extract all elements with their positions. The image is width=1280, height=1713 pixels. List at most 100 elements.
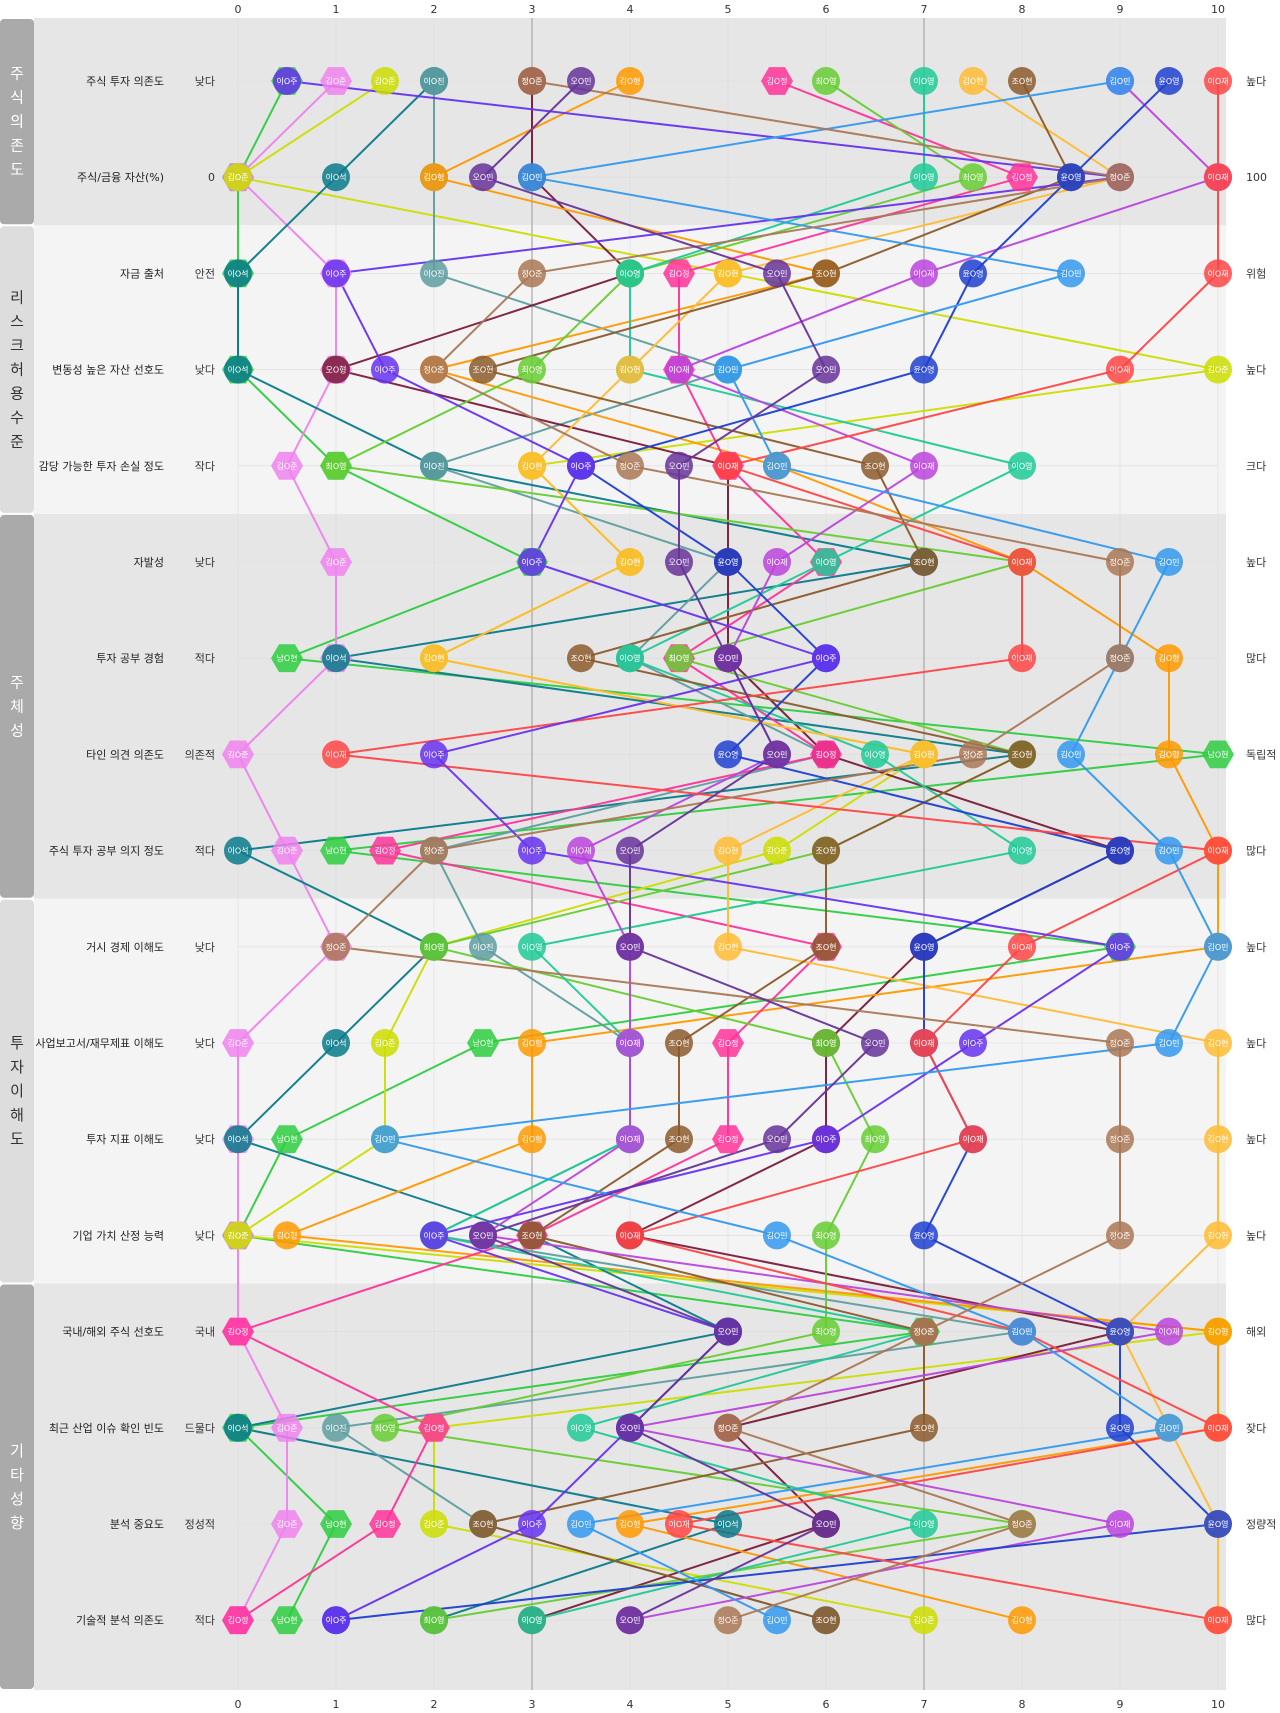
data-point-label: 이O재 — [766, 557, 787, 567]
data-point: 조O현 — [812, 836, 840, 865]
data-point: 이O영 — [616, 259, 644, 288]
data-point-label: 김O준 — [1207, 365, 1228, 375]
data-point-marker — [322, 644, 350, 673]
data-point-label: 김O현 — [521, 461, 542, 471]
data-point: 이O주 — [273, 67, 301, 95]
data-point: 이O석 — [322, 163, 350, 192]
data-point-marker — [910, 259, 938, 288]
data-point-marker — [959, 259, 987, 288]
data-point-marker — [518, 1221, 546, 1250]
data-point-marker — [663, 259, 695, 288]
data-point: 윤O영 — [1155, 67, 1183, 95]
data-point-label: 이O석 — [227, 268, 248, 278]
data-point-label: 이O영 — [913, 1519, 934, 1529]
data-point: 김O준 — [271, 451, 303, 480]
data-point-marker — [861, 1125, 889, 1154]
data-point: 윤O영 — [714, 548, 742, 576]
data-point-marker — [322, 1029, 350, 1057]
data-point: 김O현 — [616, 355, 644, 384]
data-point-label: 이O영 — [619, 653, 640, 663]
data-point: 이O재 — [616, 1029, 644, 1057]
data-point-marker — [1106, 932, 1134, 961]
data-point-label: 김O현 — [1207, 1134, 1228, 1144]
data-point-marker — [224, 259, 252, 288]
data-point-label: 이O재 — [913, 268, 934, 278]
data-point-label: 이O재 — [1109, 1519, 1130, 1529]
data-point-label: 정O준 — [521, 76, 542, 86]
data-point-marker — [959, 740, 987, 769]
data-point-label: 조O현 — [815, 269, 836, 278]
data-point: 이O재 — [1008, 644, 1036, 673]
data-point-marker — [320, 548, 352, 576]
data-point-marker — [1106, 836, 1134, 865]
row-low-label: 적다 — [195, 1614, 215, 1627]
data-point: 정O준 — [959, 740, 987, 769]
data-point: 김O현 — [1204, 1221, 1232, 1250]
data-point: 조O현 — [469, 355, 497, 384]
data-point-label: 조O현 — [1011, 77, 1032, 86]
data-point: 오O민 — [714, 644, 742, 673]
data-point-label: 정O준 — [1011, 1519, 1032, 1529]
data-point: 오O민 — [812, 1510, 840, 1538]
data-point: 이O석 — [322, 644, 350, 673]
row-low-label: 0 — [208, 171, 215, 184]
data-point-marker — [1204, 1510, 1232, 1538]
data-point-marker — [1155, 548, 1183, 576]
data-point-marker — [616, 1125, 644, 1154]
data-point-label: 조O현 — [815, 943, 836, 952]
data-point-label: 최O영 — [423, 942, 444, 952]
data-point-label: 이O주 — [962, 1038, 983, 1048]
data-point: 김O현 — [714, 932, 742, 961]
data-point-label: 이O재 — [913, 1038, 934, 1048]
data-point-marker — [224, 836, 252, 865]
data-point-label: 오O민 — [619, 1423, 640, 1433]
data-point: 정O준 — [714, 1413, 742, 1442]
data-point-label: 이O석 — [325, 653, 346, 663]
data-point-marker — [222, 740, 254, 769]
x-tick-label-top: 5 — [725, 3, 732, 16]
data-point-label: 정O준 — [913, 1327, 934, 1337]
data-point-label: 이O영 — [864, 749, 885, 759]
data-point-label: 최O영 — [815, 76, 836, 86]
data-point-label: 이O주 — [521, 557, 542, 567]
data-point-label: 이O주 — [325, 268, 346, 278]
data-point-marker — [910, 1029, 938, 1057]
data-point: 김O민 — [1008, 1317, 1036, 1346]
data-point: 이O석 — [224, 1125, 252, 1154]
data-point-marker — [714, 836, 742, 865]
data-point: 오O민 — [616, 932, 644, 961]
data-point-marker — [665, 1125, 693, 1154]
data-point: 김O준 — [763, 836, 791, 865]
data-point-marker — [1155, 1413, 1183, 1442]
data-point-label: 김O정 — [717, 1134, 738, 1144]
data-point-marker — [518, 1125, 546, 1154]
data-point: 정O준 — [1106, 163, 1134, 192]
data-point-marker — [467, 1029, 499, 1057]
row-high-label: 정량적 — [1246, 1518, 1276, 1531]
data-point-marker — [371, 67, 399, 95]
data-point: 김O형 — [1155, 740, 1183, 769]
data-point: 최O영 — [812, 1317, 840, 1346]
data-point-marker — [1155, 67, 1183, 95]
x-tick-label-bottom: 2 — [431, 1698, 438, 1711]
data-point: 김O민 — [1155, 836, 1183, 865]
data-point-marker — [714, 1317, 742, 1346]
data-point-marker — [320, 67, 352, 95]
data-point: 김O현 — [420, 644, 448, 673]
data-point-label: 김O정 — [717, 1038, 738, 1048]
data-point-marker — [420, 1221, 448, 1250]
data-point: 김O형 — [518, 1125, 546, 1154]
data-point-marker — [518, 259, 546, 288]
data-point-label: 정O준 — [962, 749, 983, 759]
data-point-label: 조O현 — [668, 1135, 689, 1144]
data-point-marker — [616, 548, 644, 576]
data-point: 김O준 — [222, 1029, 254, 1057]
data-point-marker — [812, 1125, 840, 1154]
data-point-label: 김O형 — [521, 1134, 542, 1144]
data-point-marker — [812, 1317, 840, 1346]
data-point-marker — [224, 355, 252, 384]
data-point-marker — [616, 1413, 644, 1442]
data-point-label: 이O영 — [1011, 461, 1032, 471]
data-point: 김O정 — [712, 1029, 744, 1057]
